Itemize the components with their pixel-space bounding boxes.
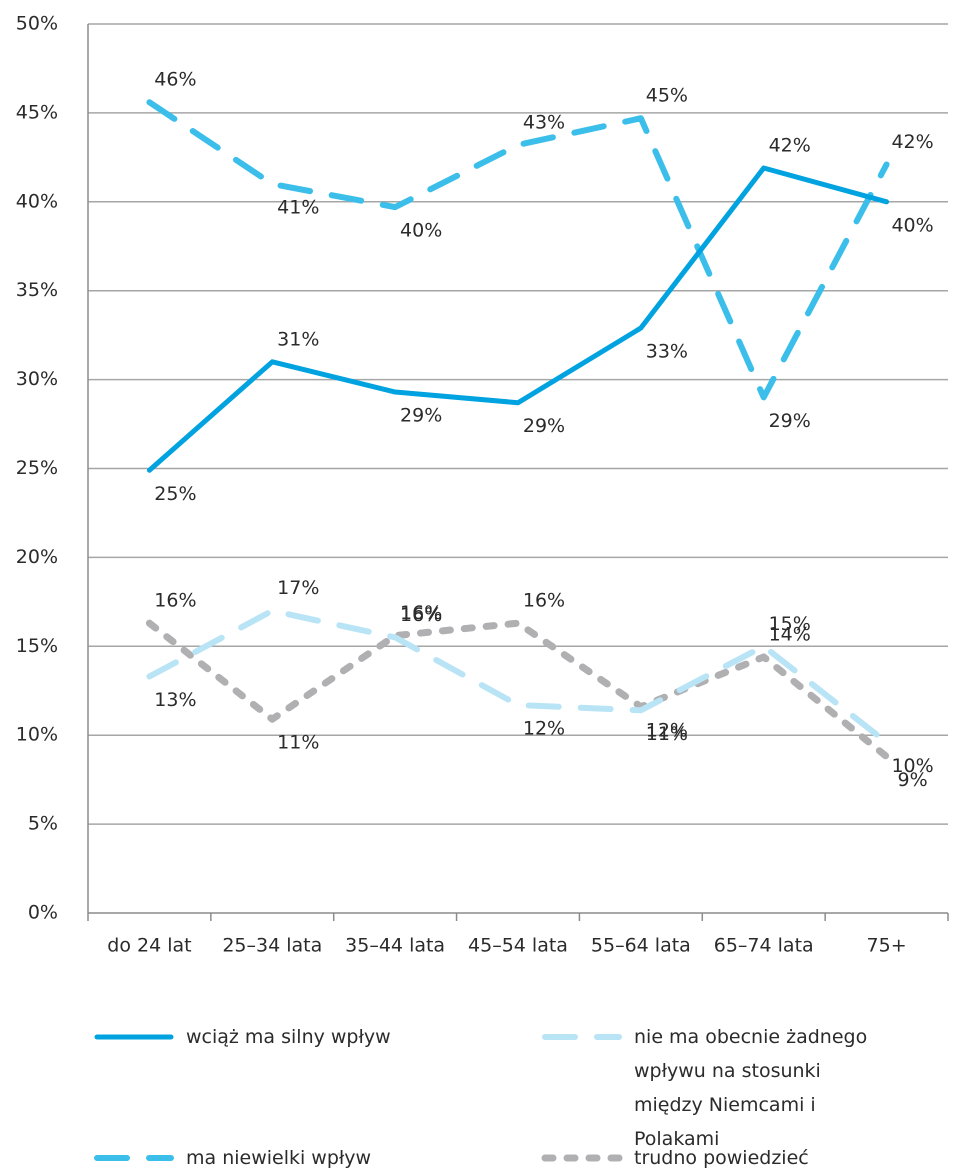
data-label: 16%	[523, 590, 565, 612]
y-tick-label: 10%	[16, 724, 58, 746]
x-tick-label: 35–44 lata	[345, 935, 445, 957]
data-label: 29%	[400, 405, 442, 427]
legend-item: nie ma obecnie żadnego wpływu na stosunk…	[540, 1020, 880, 1156]
y-tick-label: 15%	[16, 635, 58, 657]
data-label: 46%	[154, 69, 196, 91]
x-tick-label: 45–54 lata	[468, 935, 568, 957]
data-label: 41%	[277, 197, 319, 219]
data-label: 31%	[277, 328, 319, 350]
series-line	[145, 619, 891, 761]
chart: 0% 5% 10% 15% 20% 25% 30% 35% 40% 45% 50% do 24 lat…	[16, 13, 949, 957]
data-label: 9%	[897, 769, 927, 791]
data-label: 43%	[523, 111, 565, 133]
legend-swatch	[94, 1155, 174, 1161]
data-label: 17%	[277, 577, 319, 599]
data-label: 40%	[400, 220, 442, 242]
y-tick-label: 5%	[28, 813, 58, 835]
y-tick-label: 50%	[16, 13, 58, 35]
data-label: 14%	[769, 623, 811, 645]
data-label: 29%	[769, 410, 811, 432]
legend-label: ma niewielki wpływ	[186, 1147, 372, 1169]
y-tick-label: 45%	[16, 101, 58, 123]
y-tick-label: 0%	[28, 902, 58, 924]
y-tick-label: 20%	[16, 546, 58, 568]
data-label: 40%	[891, 214, 933, 236]
legend-swatch	[541, 1154, 623, 1162]
data-label: 16%	[154, 590, 196, 612]
series-line	[146, 99, 890, 401]
data-label: 12%	[523, 717, 565, 739]
data-label: 11%	[277, 732, 319, 754]
data-label: 25%	[154, 483, 196, 505]
data-label: 15%	[769, 613, 811, 635]
y-tick-label: 35%	[16, 279, 58, 301]
x-tick-label: 65–74 lata	[714, 935, 814, 957]
data-label: 33%	[646, 341, 688, 363]
data-label: 45%	[646, 85, 688, 107]
x-tick-label: 75+	[867, 935, 907, 957]
legend-swatch	[542, 1034, 622, 1040]
legend-label: trudno powiedzieć	[634, 1147, 809, 1169]
x-tick-label: 25–34 lata	[222, 935, 322, 957]
data-label: 10%	[891, 755, 933, 777]
series-line	[146, 165, 890, 473]
legend-item: wciąż ma silny wpływ	[92, 1020, 492, 1054]
data-label: 12%	[646, 719, 688, 741]
x-tick-label: do 24 lat	[107, 935, 191, 957]
data-label: 16%	[400, 604, 442, 626]
legend-swatch	[94, 1034, 174, 1040]
x-tick-label: 55–64 lata	[591, 935, 691, 957]
legend-label: wciąż ma silny wpływ	[186, 1026, 391, 1048]
y-tick-label: 40%	[16, 190, 58, 212]
data-label: 42%	[769, 135, 811, 157]
data-label: 11%	[646, 723, 688, 745]
legend-item: trudno powiedzieć	[540, 1141, 940, 1175]
y-tick-label: 25%	[16, 457, 58, 479]
legend-item: ma niewielki wpływ	[92, 1141, 492, 1175]
data-label: 13%	[154, 689, 196, 711]
y-tick-label: 30%	[16, 368, 58, 390]
data-label: 16%	[400, 602, 442, 624]
data-label: 29%	[523, 415, 565, 437]
data-label: 42%	[891, 131, 933, 153]
legend-label: nie ma obecnie żadnego wpływu na stosunk…	[634, 1026, 868, 1150]
